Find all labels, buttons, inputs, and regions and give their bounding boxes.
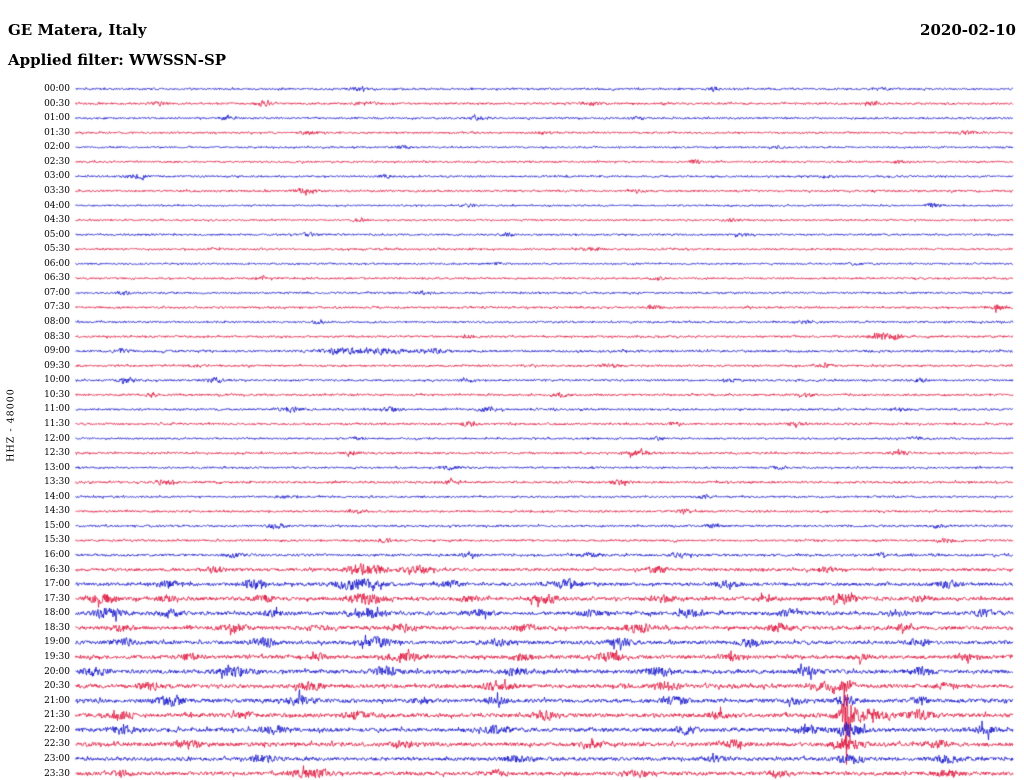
row-time-label: 09:00 (44, 346, 70, 357)
date-label: 2020-02-10 (920, 21, 1016, 39)
row-time-label: 16:00 (44, 550, 70, 561)
row-time-label: 01:00 (44, 113, 70, 124)
row-time-label: 00:30 (44, 98, 70, 109)
row-time-label: 19:00 (44, 637, 70, 648)
row-time-label: 20:30 (44, 681, 70, 692)
row-time-label: 11:00 (44, 404, 70, 415)
row-time-label: 14:30 (44, 506, 70, 517)
row-time-label: 15:30 (44, 535, 70, 546)
row-time-label: 23:00 (44, 753, 70, 764)
row-time-label: 08:00 (44, 317, 70, 328)
row-time-label: 11:30 (44, 418, 70, 429)
row-time-label: 23:30 (44, 768, 70, 779)
row-time-label: 10:30 (44, 389, 70, 400)
row-time-label: 17:30 (44, 593, 70, 604)
row-time-label: 04:00 (44, 200, 70, 211)
row-time-label: 13:30 (44, 477, 70, 488)
row-time-label: 00:00 (44, 84, 70, 94)
time-labels: 00:00 00:30 01:00 01:30 02:00 02:30 03:00 03:30… (0, 0, 70, 780)
row-time-label: 03:30 (44, 185, 70, 196)
row-time-label: 06:30 (44, 273, 70, 284)
row-time-label: 07:30 (44, 302, 70, 313)
row-time-label: 22:00 (44, 724, 70, 735)
row-time-label: 19:30 (44, 651, 70, 662)
row-time-label: 13:00 (44, 462, 70, 473)
applied-filter-label: Applied filter: WWSSN-SP (8, 51, 227, 69)
row-time-label: 22:30 (44, 739, 70, 750)
row-time-label: 03:00 (44, 171, 70, 182)
row-time-label: 05:00 (44, 229, 70, 240)
row-time-label: 09:30 (44, 360, 70, 371)
row-time-label: 18:30 (44, 622, 70, 633)
row-time-label: 10:00 (44, 375, 70, 386)
row-time-label: 04:30 (44, 215, 70, 226)
row-time-label: 16:30 (44, 564, 70, 575)
row-time-label: 02:30 (44, 156, 70, 167)
row-time-label: 08:30 (44, 331, 70, 342)
row-time-label: 02:00 (44, 142, 70, 153)
row-time-label: 01:30 (44, 127, 70, 138)
row-time-label: 15:00 (44, 520, 70, 531)
row-time-label: 14:00 (44, 491, 70, 502)
row-time-label: 21:30 (44, 710, 70, 721)
row-time-label: 18:00 (44, 608, 70, 619)
row-time-label: 17:00 (44, 579, 70, 590)
row-time-label: 20:00 (44, 666, 70, 677)
row-time-label: 21:00 (44, 695, 70, 706)
row-time-label: 12:00 (44, 433, 70, 444)
row-time-label: 12:30 (44, 448, 70, 459)
row-time-label: 06:00 (44, 258, 70, 269)
station-title: GE Matera, Italy (8, 21, 147, 39)
row-time-label: 07:00 (44, 287, 70, 298)
row-time-label: 05:30 (44, 244, 70, 255)
